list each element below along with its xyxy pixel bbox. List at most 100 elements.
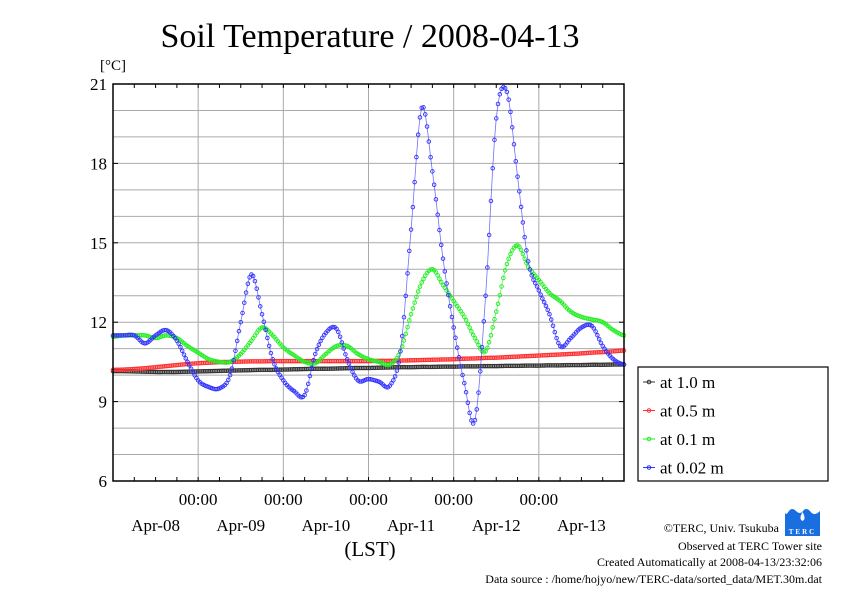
terc-logo: TERC — [785, 503, 820, 536]
x-axis-label: (LST) — [344, 537, 395, 561]
data-point — [399, 333, 405, 339]
x-tick-labels: 00:00 00:00 00:00 00:00 00:00 Apr-08 Apr-09 Apr… — [131, 490, 606, 535]
data-point — [515, 174, 520, 179]
date-tick-label: Apr-08 — [131, 516, 180, 535]
data-point — [447, 303, 453, 309]
data-point — [536, 288, 542, 293]
data-point — [407, 318, 412, 323]
data-point — [435, 212, 440, 217]
data-point — [462, 380, 467, 386]
data-point — [398, 349, 403, 354]
data-point — [258, 304, 263, 309]
time-tick-label: 00:00 — [179, 490, 218, 509]
data-point — [554, 335, 559, 341]
data-point — [403, 331, 409, 337]
data-point — [231, 357, 236, 363]
data-point — [330, 324, 336, 330]
data-point — [486, 340, 492, 345]
data-point — [414, 294, 419, 300]
data-point — [511, 142, 517, 147]
data-point — [383, 384, 389, 390]
data-point — [485, 265, 490, 270]
data-point — [419, 280, 424, 285]
footer: ©TERC, Univ. Tsukuba Observed at TERC To… — [485, 521, 822, 586]
data-point — [185, 359, 190, 365]
data-point — [272, 362, 277, 367]
data-point — [316, 342, 322, 348]
data-point — [421, 105, 426, 110]
data-point — [242, 300, 247, 305]
y-tick-label: 6 — [99, 472, 108, 491]
data-point — [344, 357, 350, 362]
data-point — [502, 268, 508, 273]
data-point — [533, 280, 538, 286]
data-point — [495, 101, 501, 107]
data-point — [462, 314, 467, 320]
data-point — [517, 189, 522, 194]
legend-marker — [646, 379, 652, 385]
data-point — [437, 276, 442, 282]
data-point — [596, 336, 602, 342]
y-tick-label: 12 — [90, 313, 107, 332]
data-point — [440, 256, 446, 261]
legend-label: at 0.1 m — [660, 430, 715, 449]
data-point — [245, 281, 251, 287]
data-point — [423, 112, 428, 117]
data-point — [176, 341, 181, 346]
data-point — [446, 292, 451, 298]
data-point — [520, 251, 526, 257]
data-point — [179, 348, 185, 354]
data-point — [268, 350, 274, 356]
data-point — [350, 369, 355, 375]
data-point — [256, 295, 261, 300]
data-point — [518, 247, 524, 253]
data-point — [407, 248, 412, 254]
data-point — [224, 380, 229, 386]
data-point — [449, 314, 455, 320]
data-point — [419, 105, 424, 111]
data-point — [238, 319, 243, 325]
chart-title: Soil Temperature / 2008-04-13 — [160, 18, 579, 55]
date-tick-label: Apr-11 — [387, 516, 435, 535]
data-point — [522, 234, 527, 240]
data-point — [408, 312, 414, 317]
plot-frame — [112, 83, 625, 482]
data-point — [234, 338, 240, 344]
data-point — [188, 366, 194, 371]
data-point — [586, 322, 591, 327]
data-point — [410, 204, 416, 210]
data-point — [405, 271, 410, 276]
data-point — [435, 273, 440, 278]
data-point — [513, 158, 519, 164]
data-point — [313, 351, 318, 357]
data-point — [467, 410, 472, 416]
data-point — [458, 364, 464, 369]
data-point — [309, 365, 314, 371]
data-point — [504, 89, 510, 95]
data-point — [415, 289, 421, 294]
data-point — [305, 381, 311, 387]
data-point — [401, 314, 407, 320]
y-tick-label: 9 — [99, 393, 108, 412]
data-point — [302, 392, 307, 398]
data-point — [506, 97, 511, 102]
data-point — [545, 307, 550, 313]
data-point — [550, 323, 556, 328]
data-point — [522, 256, 527, 261]
data-point — [437, 227, 442, 233]
data-point — [509, 125, 515, 130]
data-point — [474, 407, 479, 412]
created-text: Created Automatically at 2008-04-13/23:3… — [597, 555, 822, 569]
data-point — [408, 227, 414, 232]
legend-marker — [646, 408, 652, 413]
data-point — [396, 360, 401, 365]
data-point — [343, 352, 348, 357]
data-point — [492, 317, 497, 322]
data-point — [486, 232, 492, 238]
data-point — [453, 335, 458, 340]
data-point — [501, 275, 506, 281]
data-point — [497, 92, 503, 97]
data-point — [341, 346, 346, 351]
data-point — [430, 169, 435, 174]
data-point — [478, 369, 483, 374]
